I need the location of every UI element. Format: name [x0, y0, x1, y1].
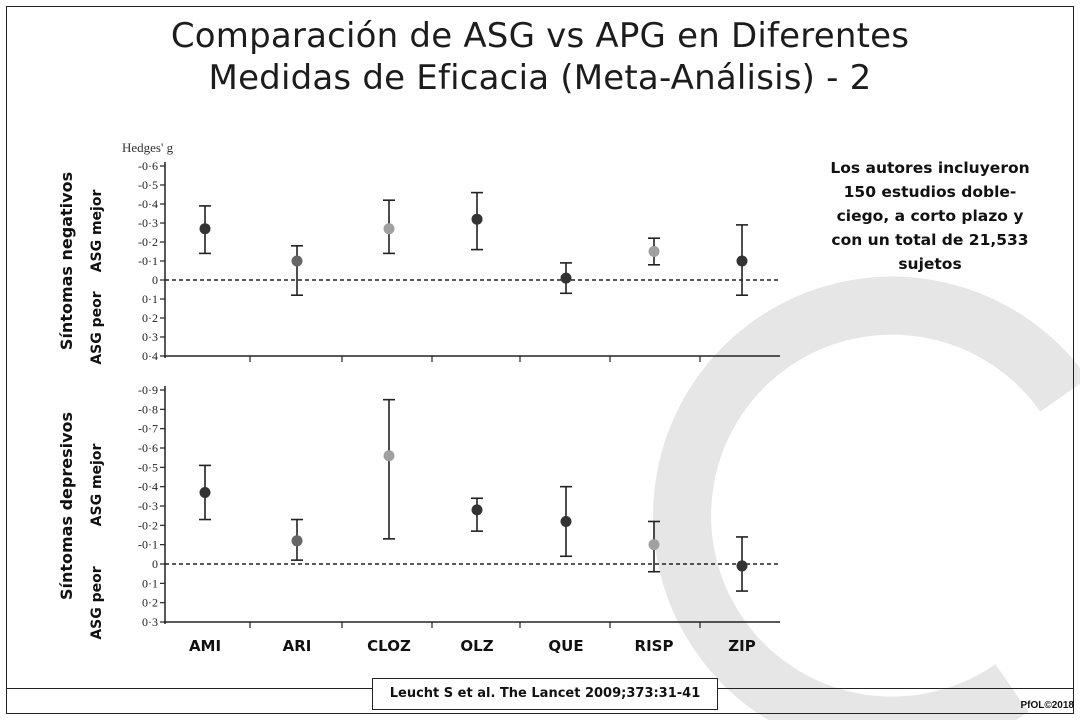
data-point	[648, 246, 660, 257]
y-tick-label: -0·6	[138, 159, 158, 173]
y-tick-label: -0·4	[138, 480, 158, 494]
y-tick-label: -0·5	[138, 460, 158, 474]
page-title-line-1: Comparación de ASG vs APG en Diferentes	[170, 16, 910, 56]
data-point	[471, 504, 483, 516]
x-category-label: RISP	[635, 637, 674, 655]
x-category-label: CLOZ	[367, 637, 411, 655]
y-tick-label: 0·2	[142, 596, 158, 610]
data-point	[736, 560, 748, 572]
x-category-label: ZIP	[728, 637, 755, 655]
note-line: 150 estudios doble-	[843, 183, 1017, 201]
data-point	[291, 535, 303, 547]
y-tick-label: 0·4	[142, 349, 158, 363]
y-tick-label: -0·2	[138, 235, 158, 249]
x-category-label: OLZ	[460, 637, 493, 655]
data-point	[199, 223, 211, 235]
x-category-label: QUE	[548, 637, 583, 655]
y-tick-label: -0·7	[138, 422, 158, 436]
slide-frame	[6, 6, 1074, 714]
y-upper-region-label: ASG mejor	[89, 190, 105, 273]
data-point	[560, 272, 572, 284]
y-tick-label: -0·5	[138, 178, 158, 192]
y-tick-label: -0·4	[138, 197, 158, 211]
copyright-label: PfOL©2018	[1020, 700, 1074, 711]
y-tick-label: 0·1	[142, 576, 158, 590]
y-tick-label: -0·9	[138, 383, 158, 397]
data-point	[736, 255, 748, 267]
x-category-label: AMI	[189, 637, 221, 655]
y-axis-title: Síntomas negativos	[57, 172, 76, 350]
data-point	[648, 539, 660, 551]
y-upper-region-label: ASG mejor	[89, 444, 105, 527]
note-line: ciego, a corto plazo y	[836, 207, 1024, 225]
y-tick-label: 0·3	[142, 330, 158, 344]
y-tick-label: -0·1	[138, 254, 158, 268]
y-tick-label: 0·1	[142, 292, 158, 306]
data-point	[199, 486, 211, 498]
y-tick-label: -0·3	[138, 216, 158, 230]
y-tick-label: 0	[152, 273, 158, 287]
note-line: con un total de 21,533	[831, 231, 1029, 249]
page-title-line-2: Medidas de Eficacia (Meta-Análisis) - 2	[208, 58, 872, 98]
x-category-label: ARI	[283, 637, 312, 655]
data-point	[383, 450, 395, 462]
data-point	[383, 223, 395, 235]
y-lower-region-label: ASG peor	[89, 291, 105, 364]
citation-box: Leucht S et al. The Lancet 2009;373:31-4…	[372, 678, 718, 710]
note-line: Los autores incluyeron	[830, 159, 1030, 177]
y-tick-label: -0·3	[138, 499, 158, 513]
y-tick-label: -0·8	[138, 402, 158, 416]
y-tick-label: 0·3	[142, 615, 158, 629]
y-tick-label: -0·2	[138, 518, 158, 532]
y-tick-label: 0	[152, 557, 158, 571]
data-point	[471, 213, 483, 225]
data-point	[291, 255, 303, 267]
note-block: Los autores incluyeron 150 estudios dobl…	[800, 156, 1060, 276]
y-tick-label: 0·2	[142, 311, 158, 325]
y-tick-label: -0·6	[138, 441, 158, 455]
y-tick-label: -0·1	[138, 538, 158, 552]
y-unit-label: Hedges' g	[122, 140, 174, 155]
y-lower-region-label: ASG peor	[89, 566, 105, 639]
y-axis-title: Síntomas depresivos	[57, 412, 76, 600]
data-point	[560, 515, 572, 527]
note-line: sujetos	[898, 255, 962, 273]
